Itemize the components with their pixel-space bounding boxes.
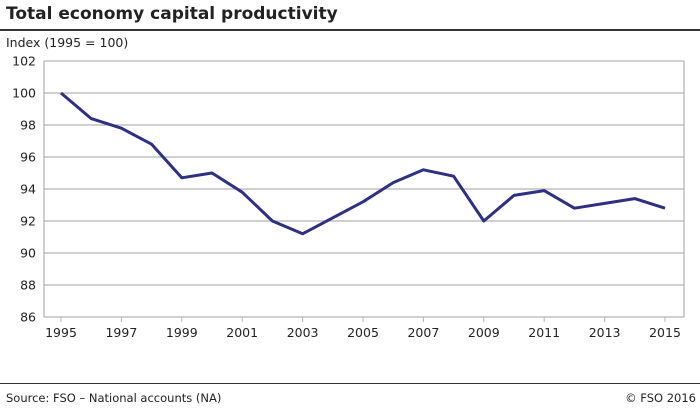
x-tick-label: 2015 [649, 325, 681, 340]
y-tick-label: 94 [20, 182, 36, 197]
title-rule [0, 29, 700, 31]
series-line [60, 91, 666, 236]
y-tick-label: 98 [20, 118, 36, 133]
y-tick-label: 86 [20, 310, 36, 325]
chart-title: Total economy capital productivity [6, 4, 338, 24]
y-axis-label: Index (1995 = 100) [6, 35, 129, 50]
x-tick-label: 2003 [287, 325, 319, 340]
x-tick-label: 2013 [589, 325, 621, 340]
y-tick-label: 90 [20, 246, 36, 261]
y-tick-label: 102 [12, 54, 36, 69]
x-tick-label: 2007 [407, 325, 439, 340]
footer-rule [0, 383, 700, 384]
y-tick-label: 96 [20, 150, 36, 165]
copyright: © FSO 2016 [625, 391, 696, 405]
y-tick-label: 92 [20, 214, 36, 229]
y-tick-label: 100 [12, 86, 36, 101]
y-tick-label: 88 [20, 278, 36, 293]
x-tick-label: 2001 [226, 325, 258, 340]
source-note: Source: FSO – National accounts (NA) [6, 391, 222, 405]
x-tick-label: 1995 [45, 325, 77, 340]
x-tick-label: 2011 [528, 325, 560, 340]
x-tick-label: 2009 [468, 325, 500, 340]
x-tick-label: 1999 [166, 325, 198, 340]
x-tick-label: 1997 [105, 325, 137, 340]
x-tick-label: 2005 [347, 325, 379, 340]
